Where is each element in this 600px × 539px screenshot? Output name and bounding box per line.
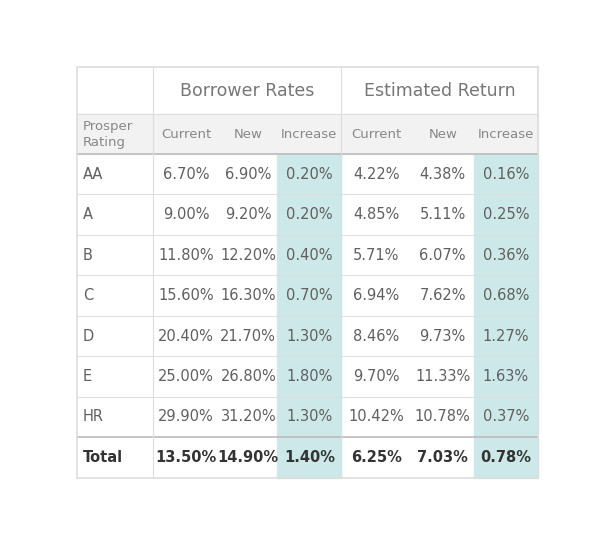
Text: Current: Current: [161, 128, 211, 141]
Text: 6.70%: 6.70%: [163, 167, 209, 182]
Text: 4.38%: 4.38%: [419, 167, 466, 182]
Text: 25.00%: 25.00%: [158, 369, 214, 384]
Text: 20.40%: 20.40%: [158, 328, 214, 343]
Text: 16.30%: 16.30%: [221, 288, 276, 303]
Text: 9.20%: 9.20%: [225, 207, 272, 222]
Text: Total: Total: [83, 450, 123, 465]
Text: A: A: [83, 207, 93, 222]
Text: B: B: [83, 247, 93, 262]
Text: 5.71%: 5.71%: [353, 247, 400, 262]
Text: 10.78%: 10.78%: [415, 410, 470, 424]
Text: 13.50%: 13.50%: [155, 450, 217, 465]
Text: 7.62%: 7.62%: [419, 288, 466, 303]
Text: 8.46%: 8.46%: [353, 328, 400, 343]
Text: 6.07%: 6.07%: [419, 247, 466, 262]
Text: 1.40%: 1.40%: [284, 450, 335, 465]
Text: 5.11%: 5.11%: [419, 207, 466, 222]
Text: 0.78%: 0.78%: [480, 450, 531, 465]
Text: 0.20%: 0.20%: [286, 167, 333, 182]
Text: Current: Current: [352, 128, 401, 141]
Text: 4.22%: 4.22%: [353, 167, 400, 182]
Text: 6.94%: 6.94%: [353, 288, 400, 303]
Text: 29.90%: 29.90%: [158, 410, 214, 424]
Text: Increase: Increase: [281, 128, 338, 141]
Text: 0.40%: 0.40%: [286, 247, 332, 262]
Text: 0.36%: 0.36%: [482, 247, 529, 262]
Text: 0.37%: 0.37%: [482, 410, 529, 424]
Text: 4.85%: 4.85%: [353, 207, 400, 222]
Text: E: E: [83, 369, 92, 384]
Text: 9.00%: 9.00%: [163, 207, 209, 222]
Text: 26.80%: 26.80%: [220, 369, 276, 384]
Text: HR: HR: [83, 410, 104, 424]
Text: 0.70%: 0.70%: [286, 288, 333, 303]
Text: 12.20%: 12.20%: [220, 247, 276, 262]
Text: 1.30%: 1.30%: [286, 328, 332, 343]
Text: Borrower Rates: Borrower Rates: [180, 81, 314, 100]
Text: 14.90%: 14.90%: [218, 450, 279, 465]
Text: 11.80%: 11.80%: [158, 247, 214, 262]
Text: 1.30%: 1.30%: [286, 410, 332, 424]
Text: 21.70%: 21.70%: [220, 328, 276, 343]
Text: AA: AA: [83, 167, 103, 182]
Text: Increase: Increase: [478, 128, 534, 141]
Text: 0.20%: 0.20%: [286, 207, 333, 222]
Text: 0.25%: 0.25%: [482, 207, 529, 222]
Text: New: New: [428, 128, 457, 141]
Text: 1.80%: 1.80%: [286, 369, 332, 384]
Text: 9.73%: 9.73%: [419, 328, 466, 343]
Text: 1.27%: 1.27%: [482, 328, 529, 343]
Text: 11.33%: 11.33%: [415, 369, 470, 384]
Text: 7.03%: 7.03%: [418, 450, 468, 465]
Text: 9.70%: 9.70%: [353, 369, 400, 384]
Text: 0.16%: 0.16%: [482, 167, 529, 182]
Text: C: C: [83, 288, 93, 303]
Text: Prosper
Rating: Prosper Rating: [83, 120, 133, 149]
Bar: [77, 114, 538, 154]
Text: 10.42%: 10.42%: [349, 410, 404, 424]
Text: 6.90%: 6.90%: [225, 167, 271, 182]
Text: 15.60%: 15.60%: [158, 288, 214, 303]
Text: 0.68%: 0.68%: [482, 288, 529, 303]
Text: D: D: [83, 328, 94, 343]
Text: Estimated Return: Estimated Return: [364, 81, 515, 100]
Text: 31.20%: 31.20%: [220, 410, 276, 424]
Text: 6.25%: 6.25%: [351, 450, 402, 465]
Text: New: New: [234, 128, 263, 141]
Text: 1.63%: 1.63%: [482, 369, 529, 384]
